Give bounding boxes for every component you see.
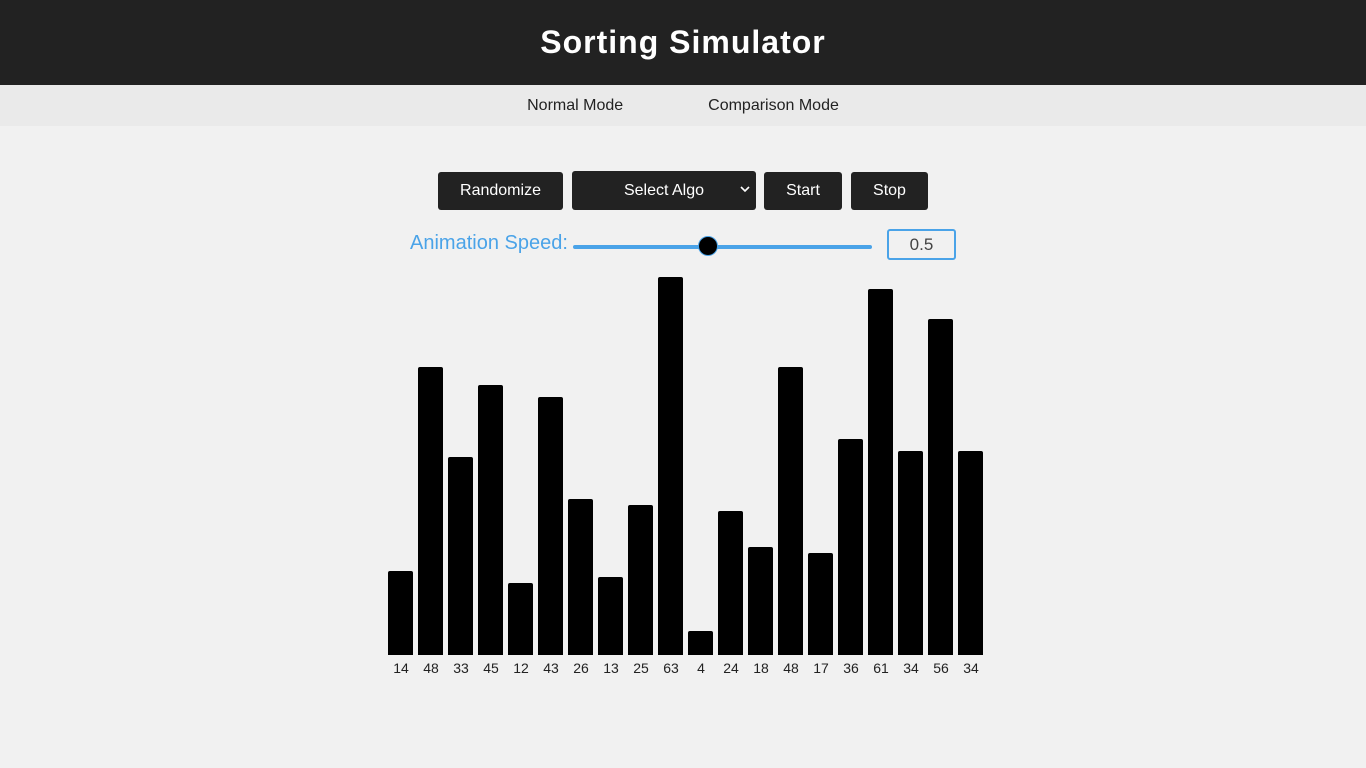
bar [928, 319, 953, 655]
bar [418, 367, 443, 655]
bar-value-label: 56 [933, 660, 949, 676]
bar-value-label: 12 [513, 660, 529, 676]
speed-slider[interactable] [573, 233, 872, 261]
controls-row: Randomize Select Algo Start Stop [438, 171, 928, 210]
speed-slider-thumb[interactable] [697, 236, 718, 256]
bar-value-label: 61 [873, 660, 889, 676]
bar [508, 583, 533, 655]
bar-value-label: 4 [697, 660, 705, 676]
bar-value-label: 45 [483, 660, 499, 676]
bar-value-label: 43 [543, 660, 559, 676]
start-button[interactable]: Start [764, 171, 842, 210]
bar [958, 451, 983, 655]
tab-comparison-mode[interactable]: Comparison Mode [708, 96, 839, 114]
header: Sorting Simulator [0, 0, 1366, 85]
speed-label: Animation Speed: [410, 232, 568, 254]
bar-value-label: 36 [843, 660, 859, 676]
page-title: Sorting Simulator [540, 24, 826, 60]
algorithm-select[interactable]: Select Algo [572, 171, 756, 210]
bar [628, 505, 653, 655]
bar [748, 547, 773, 655]
bar [568, 499, 593, 655]
bar-value-label: 48 [423, 660, 439, 676]
chevron-down-icon [740, 186, 750, 193]
bar-chart: 14 48 33 45 12 43 26 13 25 63 4 24 18 48 17 36 61 34 56 34 [388, 270, 988, 690]
algorithm-select-label: Select Algo [623, 181, 705, 199]
bar [658, 277, 683, 655]
bar [478, 385, 503, 655]
bar [688, 631, 713, 655]
bar [718, 511, 743, 655]
bar [808, 553, 833, 655]
bar-value-label: 25 [633, 660, 649, 676]
bar-value-label: 17 [813, 660, 829, 676]
bar [388, 571, 413, 655]
bar-value-label: 24 [723, 660, 739, 676]
bar-value-label: 26 [573, 660, 589, 676]
bar-value-label: 34 [903, 660, 919, 676]
bar [598, 577, 623, 655]
speed-row: Animation Speed: 0.5 [410, 229, 970, 260]
bar-value-label: 14 [393, 660, 409, 676]
bar [838, 439, 863, 655]
bar-value-label: 33 [453, 660, 469, 676]
bar-value-label: 48 [783, 660, 799, 676]
mode-bar: Normal Mode Comparison Mode [0, 85, 1366, 126]
bar [898, 451, 923, 655]
bar-value-label: 63 [663, 660, 679, 676]
bar [868, 289, 893, 655]
speed-slider-track [573, 245, 872, 249]
bar-value-label: 18 [753, 660, 769, 676]
bar [538, 397, 563, 655]
randomize-button[interactable]: Randomize [438, 171, 563, 210]
bar [448, 457, 473, 655]
speed-value-box[interactable]: 0.5 [887, 229, 956, 260]
tab-normal-mode[interactable]: Normal Mode [527, 96, 624, 114]
bar-value-label: 13 [603, 660, 619, 676]
bar [778, 367, 803, 655]
stop-button[interactable]: Stop [851, 171, 928, 210]
bar-value-label: 34 [963, 660, 979, 676]
